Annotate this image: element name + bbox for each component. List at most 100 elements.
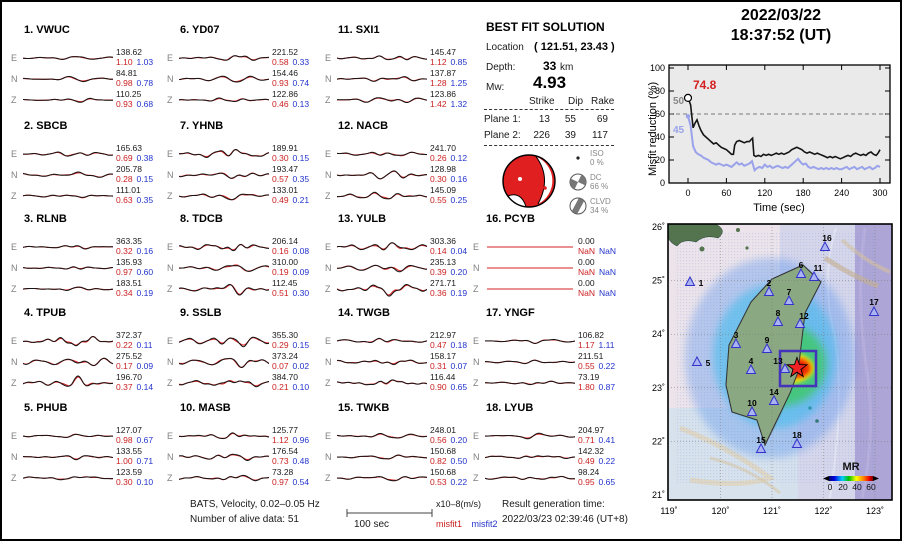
svg-text:60: 60 [655,109,665,119]
misfit2-value: 0.65 [450,382,468,392]
map-station-number: 7 [787,287,792,297]
waveform-values: 154.46 0.93 0.74 [272,68,320,88]
dc-ball-icon [569,173,587,191]
station-block-YD07: 6. YD07 E 221.52 0.58 0.33 N 154.46 0.93 0.74 Z 12… [166,24,320,118]
component-label: N [167,452,174,462]
waveform-plot [179,283,269,296]
peak-amplitude: 142.32 [578,446,604,456]
waveform-row-YHNB-Z: Z 133.01 0.49 0.21 [166,185,320,207]
misfit1-value: NaN [578,288,596,298]
component-label: E [11,149,18,159]
waveform-row-TPUB-E: E 372.37 0.22 0.11 [10,330,164,352]
waveform-values: 165.63 0.69 0.38 [116,143,164,163]
map-station-number: 16 [822,233,832,243]
waveform-row-TPUB-N: N 275.52 0.17 0.09 [10,351,164,373]
peak-amplitude: 384.70 [272,372,298,382]
peak-amplitude: 0.00 [578,257,595,267]
map-station-number: 9 [765,335,770,345]
waveform-row-NACB-E: E 241.70 0.26 0.12 [324,143,478,165]
waveform-row-RLNB-N: N 135.93 0.97 0.60 [10,257,164,279]
waveform-values: 150.68 0.82 0.50 [430,446,478,466]
waveform-plot [23,286,113,291]
svg-text:22˚: 22˚ [652,436,665,446]
peak-amplitude: 116.44 [430,372,456,382]
misfit2-value: 0.19 [136,288,154,298]
misfit1-value: 0.31 [430,361,447,371]
waveform-values: 98.24 0.95 0.65 [578,467,626,487]
misfit1-value: 1.42 [430,99,447,109]
component-label: N [167,263,174,273]
misfit2-value: 0.22 [450,477,468,487]
svg-text:20: 20 [655,155,665,165]
waveform-plot [23,433,113,438]
dip-header: Dip [568,96,584,107]
waveform-row-VWUC-E: E 138.62 1.10 1.03 [10,47,164,69]
waveform-values: 135.93 0.97 0.60 [116,257,164,277]
waveform-values: 248.01 0.56 0.20 [430,425,478,445]
waveform-plot [179,193,269,201]
misfit2-value: 0.11 [136,340,153,350]
station-block-YNGF: 17. YNGF E 106.82 1.17 1.11 N 211.51 0.55 0.22 Z 7… [472,307,626,401]
map-station-marker-17 [868,305,880,316]
component-label: E [325,149,332,159]
svg-text:119˚: 119˚ [660,506,677,516]
epicenter-box [778,349,818,388]
misfit2-value: 0.38 [136,153,154,163]
peak-amplitude: 73.28 [272,467,294,477]
component-label: N [473,357,480,367]
misfit2-value: 0.85 [450,57,468,67]
misfit1-value: 0.30 [430,174,447,184]
waveform-row-NACB-N: N 128.98 0.30 0.16 [324,164,478,186]
waveform-row-RLNB-Z: Z 183.51 0.34 0.19 [10,278,164,300]
mw-value: 4.93 [533,73,567,92]
waveform-row-SXI1-N: N 137.87 1.28 1.25 [324,68,478,90]
waveform-values: 0.00 NaN NaN [578,257,626,277]
misfit2-value: 0.08 [292,246,310,256]
misfit1-value: 1.17 [578,340,595,350]
misfit1-value: 0.32 [116,246,133,256]
waveform-row-MASB-E: E 125.77 1.12 0.96 [166,425,320,447]
waveform-row-YULB-N: N 235.13 0.39 0.20 [324,257,478,279]
waveform-plot [179,75,269,83]
waveform-values: 0.00 NaN NaN [578,278,626,298]
colorbar-title: MR [842,461,859,473]
map-station-marker-1 [684,275,696,286]
map-station-marker-4 [745,363,757,374]
station-title: 13. YULB [338,213,387,225]
waveform-row-YHNB-E: E 189.91 0.30 0.15 [166,143,320,165]
svg-text:240: 240 [834,188,849,198]
waveform-plot [179,243,269,252]
misfit1-value: 1.28 [430,78,447,88]
component-label: Z [325,473,331,483]
misfit2-value: 0.09 [136,361,154,371]
station-title: 2. SBCB [24,120,68,132]
component-label: N [11,263,18,273]
map-station-marker-13 [779,362,791,373]
waveform-plot [337,55,427,61]
event-datetime: 2022/03/22 18:37:52 (UT) [658,6,900,46]
waveform-plot [179,379,269,388]
filter-text: BATS, Velocity, 0.02–0.05 Hz [190,499,320,510]
peak-amplitude: 212.97 [430,330,456,340]
waveform-plot [179,264,269,272]
waveform-values: 241.70 0.26 0.12 [430,143,478,163]
peak-amplitude: 122.86 [272,89,298,99]
station-block-RLNB: 3. RLNB E 363.35 0.32 0.16 N 135.93 0.97 0.60 Z 18… [10,213,164,307]
station-block-PCYB: 16. PCYB E 0.00 NaN NaN N 0.00 NaN NaN Z 0.00 NaN Na… [472,213,626,307]
station-block-SXI1: 11. SXI1 E 145.47 1.12 0.85 N 137.87 1.28 1.25 Z 1… [324,24,478,118]
peak-amplitude: 125.77 [272,425,298,435]
svg-text:180: 180 [796,188,811,198]
plane1-dip: 55 [564,114,576,125]
plane2-dip: 39 [564,130,576,141]
waveform-values: 235.13 0.39 0.20 [430,257,478,277]
waveform-row-TWGB-Z: Z 116.44 0.90 0.65 [324,372,478,394]
component-label: E [325,336,332,346]
svg-text:121˚: 121˚ [763,506,781,516]
component-label: E [11,242,18,252]
peak-amplitude: 248.01 [430,425,456,435]
misfit2-value: 0.25 [450,195,468,205]
component-label: N [167,74,174,84]
misfit2-value: 0.65 [598,477,616,487]
misfit-legend: misfit1 misfit2 [436,514,497,532]
misfit2-value: 1.11 [598,340,615,350]
